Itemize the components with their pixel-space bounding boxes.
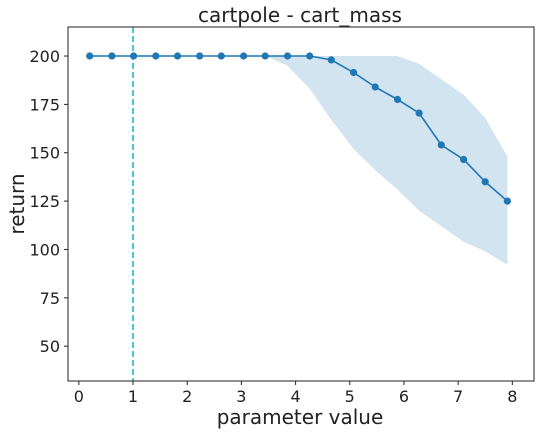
y-tick-label: 150	[29, 144, 60, 163]
series-line	[89, 55, 508, 202]
y-tick-label: 175	[29, 95, 60, 114]
y-axis-label: return	[5, 173, 29, 234]
x-tick-label: 6	[399, 387, 409, 406]
y-tick-label: 75	[40, 289, 60, 308]
data-point	[108, 52, 116, 60]
x-tick-label: 8	[507, 387, 517, 406]
x-tick-label: 0	[74, 387, 84, 406]
data-point	[437, 141, 445, 149]
data-point	[173, 52, 182, 60]
data-point	[481, 178, 489, 186]
data-point	[86, 52, 94, 60]
data-point	[350, 68, 358, 77]
y-tick-label: 125	[29, 192, 60, 211]
data-point	[306, 52, 314, 60]
data-point	[152, 52, 160, 60]
chart-title: cartpole - cart_mass	[198, 3, 402, 27]
data-point	[240, 52, 248, 60]
x-tick-label: 3	[236, 387, 246, 406]
y-tick-label: 50	[40, 337, 60, 356]
data-point	[217, 52, 225, 60]
x-tick-label: 5	[345, 387, 355, 406]
y-tick-label: 100	[29, 240, 60, 259]
x-tick-label: 4	[290, 387, 300, 406]
data-point	[130, 52, 138, 60]
x-tick-label: 7	[453, 387, 463, 406]
data-point	[393, 95, 402, 104]
data-point	[283, 52, 292, 60]
x-tick-label: 1	[128, 387, 138, 406]
plot-area	[86, 27, 511, 381]
data-point	[261, 52, 269, 60]
data-point	[327, 56, 335, 64]
plot-frame	[67, 26, 535, 382]
data-point	[415, 109, 423, 117]
x-tick-label: 2	[182, 387, 192, 406]
axes: 0 1 2 3 4 5 6 7 8 50 75 100 125 150 175 200	[29, 47, 517, 406]
data-point	[460, 155, 468, 164]
confidence-band	[89, 56, 508, 265]
data-point	[371, 83, 379, 91]
data-point	[196, 52, 204, 60]
y-tick-label: 200	[29, 47, 60, 66]
data-point	[503, 197, 511, 205]
x-axis-label: parameter value	[217, 405, 384, 429]
